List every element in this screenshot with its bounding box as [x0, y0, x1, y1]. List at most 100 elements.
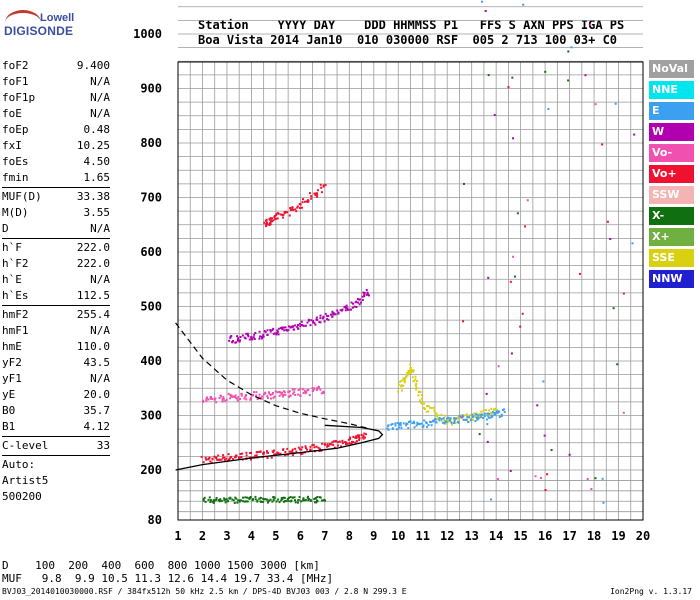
- x-tick-label: 2: [199, 529, 206, 543]
- echo-point: [446, 422, 449, 425]
- echo-point: [425, 405, 428, 408]
- echo-point: [319, 316, 322, 319]
- echo-point: [462, 414, 465, 417]
- echo-point: [218, 499, 221, 502]
- echo-point: [358, 298, 361, 301]
- echo-point: [440, 413, 443, 416]
- echo-point: [224, 498, 227, 501]
- param-name: h`F: [2, 241, 22, 254]
- echo-point: [365, 293, 368, 296]
- echo-point: [264, 219, 267, 222]
- echo-point: [314, 194, 317, 197]
- echo-point: [326, 445, 329, 448]
- echo-point: [316, 500, 319, 503]
- echo-point: [442, 417, 445, 420]
- noise-point: [578, 272, 581, 275]
- param-row: C-level 33: [2, 438, 110, 454]
- echo-point: [406, 372, 409, 375]
- echo-point: [240, 456, 243, 459]
- param-value: 1.65: [83, 171, 111, 184]
- param-value: 0.48: [83, 123, 111, 136]
- noise-point: [487, 74, 490, 77]
- echo-point: [309, 449, 312, 452]
- param-row: foEs 4.50: [2, 154, 110, 170]
- echo-point: [258, 396, 261, 399]
- echo-point: [245, 394, 248, 397]
- echo-point: [353, 305, 356, 308]
- param-value: 33.38: [76, 190, 110, 203]
- echo-point: [304, 324, 307, 327]
- echo-point: [304, 498, 307, 501]
- echo-point: [222, 454, 225, 457]
- echo-point: [266, 223, 269, 226]
- echo-point: [428, 406, 431, 409]
- noise-point: [519, 325, 522, 328]
- echo-point: [488, 414, 491, 417]
- echo-point: [399, 422, 402, 425]
- echo-point: [281, 214, 284, 217]
- echo-point: [387, 424, 390, 427]
- echo-point: [302, 497, 305, 500]
- legend-item: NNW: [649, 270, 694, 288]
- param-value: 9.400: [76, 59, 110, 72]
- echo-point: [265, 225, 268, 228]
- echo-point: [300, 453, 303, 456]
- echo-point: [287, 499, 290, 502]
- echo-point: [477, 414, 480, 417]
- echo-point: [211, 397, 214, 400]
- echo-point: [230, 455, 233, 458]
- echo-point: [205, 397, 208, 400]
- echo-point: [254, 331, 257, 334]
- echo-point: [435, 412, 438, 415]
- echo-point: [411, 376, 414, 379]
- echo-point: [345, 307, 348, 310]
- echo-point: [232, 499, 235, 502]
- echo-point: [303, 200, 306, 203]
- echo-point: [286, 447, 289, 450]
- echo-point: [289, 496, 292, 499]
- noise-point: [490, 498, 493, 501]
- noise-point: [507, 86, 510, 89]
- echo-point: [251, 499, 254, 502]
- echo-point: [419, 399, 422, 402]
- echo-point: [259, 450, 262, 453]
- echo-point: [309, 445, 312, 448]
- distance-muf-table: D 100 200 400 600 800 1000 1500 3000 [km…: [2, 559, 333, 585]
- echo-point: [363, 293, 366, 296]
- echo-point: [485, 418, 488, 421]
- echo-point: [219, 458, 222, 461]
- echo-point: [280, 393, 283, 396]
- echo-point: [319, 388, 322, 391]
- echo-point: [218, 500, 221, 503]
- echo-point: [271, 392, 274, 395]
- echo-point: [232, 458, 235, 461]
- echo-point: [235, 454, 238, 457]
- echo-point: [436, 415, 439, 418]
- echo-point: [275, 212, 278, 215]
- noise-point: [534, 475, 537, 478]
- echo-point: [234, 394, 237, 397]
- echo-point: [249, 458, 252, 461]
- echo-point: [204, 456, 207, 459]
- echo-point: [274, 217, 277, 220]
- legend-item: Vo-: [649, 144, 694, 162]
- echo-point: [281, 328, 284, 331]
- echo-point: [317, 387, 320, 390]
- echo-point: [209, 396, 212, 399]
- echo-point: [444, 414, 447, 417]
- echo-point: [255, 454, 258, 457]
- echo-point: [232, 395, 235, 398]
- echo-point: [322, 185, 325, 188]
- y-tick-label: 400: [140, 354, 162, 368]
- param-name: h`Es: [2, 289, 29, 302]
- echo-point: [284, 450, 287, 453]
- echo-point: [427, 423, 430, 426]
- echo-point: [416, 422, 419, 425]
- echo-point: [231, 395, 234, 398]
- echo-point: [258, 497, 261, 500]
- param-row: fmin 1.65: [2, 170, 110, 186]
- echo-point: [360, 433, 363, 436]
- echo-point: [330, 443, 333, 446]
- echo-point: [223, 456, 226, 459]
- echo-point: [244, 496, 247, 499]
